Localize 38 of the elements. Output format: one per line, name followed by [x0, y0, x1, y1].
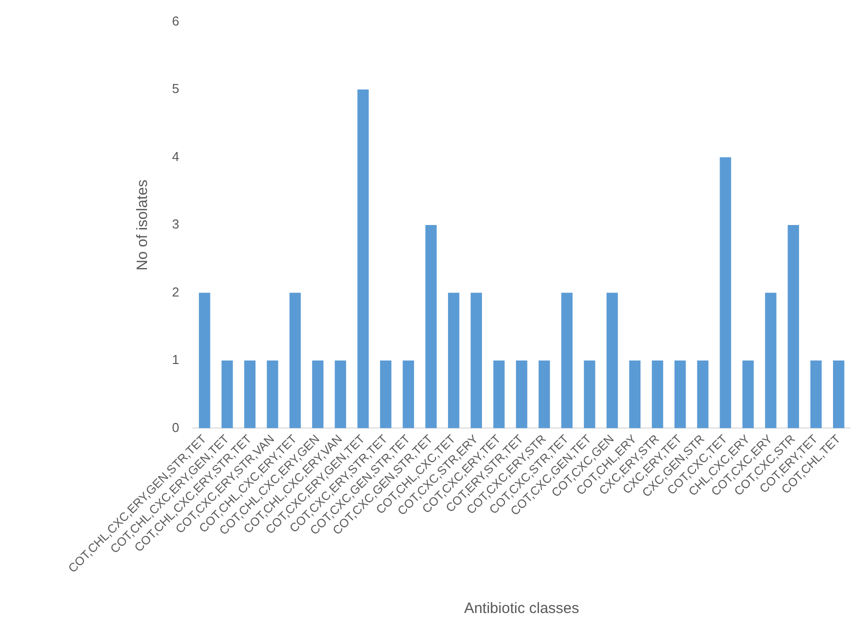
- bar: [606, 292, 618, 428]
- bar: [516, 360, 528, 428]
- bar: [266, 360, 278, 428]
- bar: [470, 292, 482, 428]
- bar: [493, 360, 505, 428]
- bar: [742, 360, 754, 428]
- bar: [312, 360, 324, 428]
- bar: [788, 225, 800, 428]
- bar: [833, 360, 844, 428]
- bar: [720, 157, 732, 428]
- y-axis-title: No of isolates: [134, 180, 152, 270]
- bar: [289, 292, 301, 428]
- bar: [538, 360, 550, 428]
- y-tick-label: 6: [172, 13, 180, 28]
- y-tick-label: 2: [172, 284, 180, 300]
- bar: [629, 360, 641, 428]
- bar: [334, 360, 346, 428]
- bar: [244, 360, 256, 428]
- y-tick-label: 0: [172, 420, 180, 435]
- bar: [448, 292, 460, 428]
- bar: [222, 360, 233, 428]
- bar: [357, 90, 369, 428]
- x-axis-title: Antibiotic classes: [464, 600, 580, 618]
- y-tick-label: 4: [172, 148, 180, 164]
- bar: [584, 360, 596, 428]
- bar: [561, 292, 573, 428]
- bar: [810, 360, 822, 428]
- y-tick-label: 5: [172, 81, 180, 96]
- bar: [425, 225, 437, 428]
- bar: [402, 360, 414, 428]
- bar: [697, 360, 708, 428]
- y-tick-label: 1: [172, 352, 180, 368]
- bar: [380, 360, 392, 428]
- y-tick-label: 3: [172, 216, 180, 232]
- bar: [198, 292, 210, 428]
- bar: [765, 292, 776, 428]
- bar: [652, 360, 664, 428]
- bar: [674, 360, 686, 428]
